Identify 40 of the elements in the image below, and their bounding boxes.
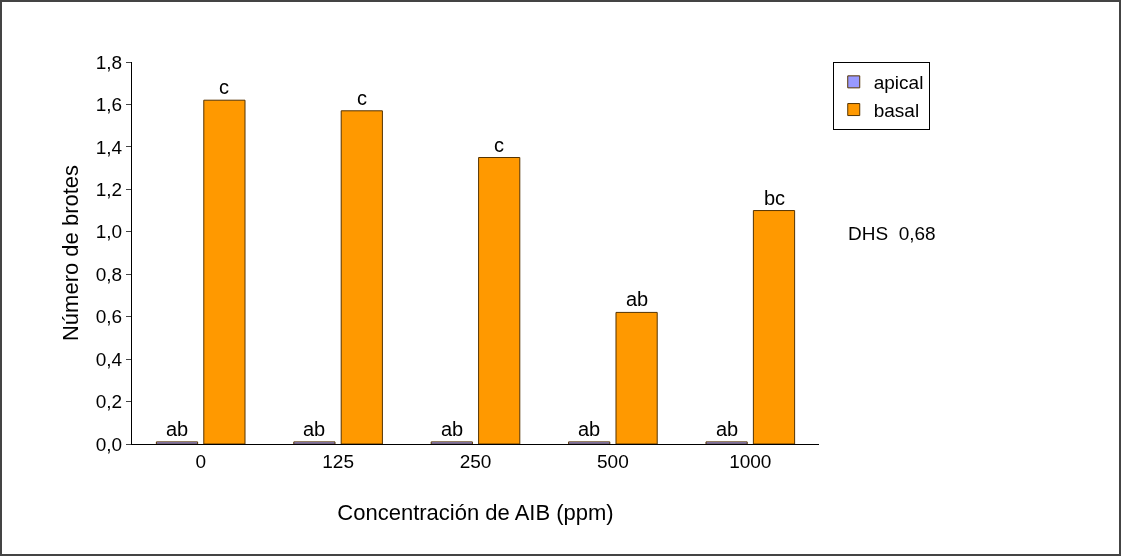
y-axis-title: Número de brotes [58,164,83,342]
bar [155,441,199,444]
y-tick-label: 1,2 [95,178,123,200]
text: DHS 0,68 [848,223,936,244]
x-tick-label: 1000 [729,450,772,472]
x-tick-label: 0 [195,450,206,472]
y-tick-label: 0,0 [95,433,123,455]
y-tick-label: 1,0 [95,221,123,243]
bar [430,441,473,444]
legend-label: basal [873,99,920,121]
x-tick-label: 250 [459,450,492,472]
bar [568,441,611,444]
y-tick-label: 0,4 [95,348,123,370]
annotation: c [357,87,367,109]
annotation: c [219,76,229,98]
y-tick-label: 0,2 [95,391,123,413]
annotation: ab [166,418,189,440]
x-tick-label: 500 [597,450,629,472]
annotation: ab [441,418,464,440]
bar [615,311,658,444]
bar [705,441,748,444]
y-tick-label: 0,6 [95,306,123,328]
x-axis-title: Concentración de AIB (ppm) [337,500,614,525]
annotation: ab [716,418,739,440]
bar [478,157,521,444]
bar [340,110,383,444]
annotation: ab [578,418,601,440]
y-tick-label: 1,4 [95,136,123,158]
y-tick-label: 1,8 [95,51,123,73]
x-tick-label: 125 [322,450,354,472]
y-tick-label: 1,6 [95,94,123,116]
annotation: ab [303,418,326,440]
annotation: bc [764,187,786,209]
y-tick-label: 0,8 [95,263,123,285]
legend-label: apical [873,72,924,94]
bar [752,210,796,444]
annotation: ab [626,288,649,310]
annotation: c [494,134,504,156]
bar [203,99,246,444]
bar [293,441,336,444]
